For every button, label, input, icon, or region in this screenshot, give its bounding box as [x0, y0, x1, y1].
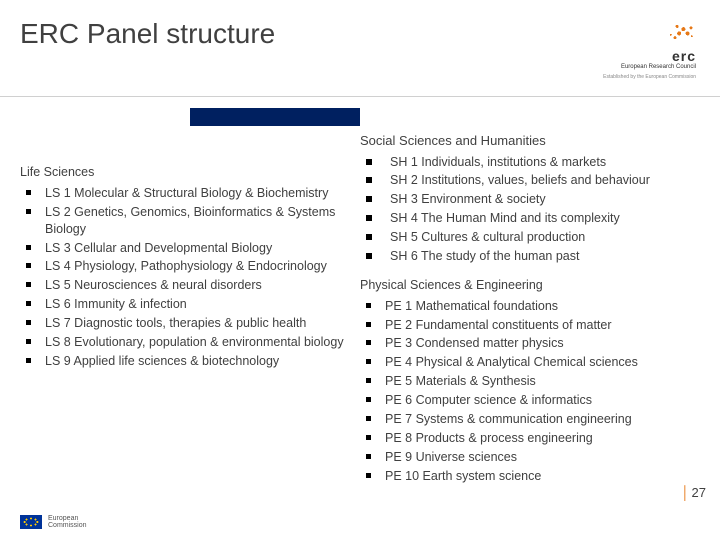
list-item: PE 9 Universe sciences — [366, 449, 710, 466]
bullet-icon — [26, 320, 31, 325]
slide-title: ERC Panel structure — [20, 18, 275, 50]
item-text: LS 6 Immunity & infection — [45, 296, 354, 313]
bullet-icon — [26, 358, 31, 363]
list-item: LS 5 Neurosciences & neural disorders — [26, 277, 354, 294]
bullet-icon — [366, 303, 371, 308]
list-item: SH 6 The study of the human past — [366, 248, 710, 265]
bullet-icon — [366, 196, 372, 202]
eu-flag-icon — [20, 515, 42, 529]
bullet-icon — [26, 263, 31, 268]
item-text: SH 5 Cultures & cultural production — [390, 229, 710, 246]
item-text: PE 1 Mathematical foundations — [385, 298, 710, 315]
item-text: PE 6 Computer science & informatics — [385, 392, 710, 409]
ec-line2: Commission — [48, 522, 87, 530]
item-text: LS 1 Molecular & Structural Biology & Bi… — [45, 185, 354, 202]
bullet-icon — [366, 322, 371, 327]
bullet-icon — [366, 177, 372, 183]
list-item: SH 2 Institutions, values, beliefs and b… — [366, 172, 710, 189]
ec-line1: European — [48, 515, 87, 523]
header-rule — [0, 96, 720, 97]
life-sciences-list: LS 1 Molecular & Structural Biology & Bi… — [20, 185, 354, 370]
bullet-icon — [26, 282, 31, 287]
bullet-icon — [366, 159, 372, 165]
ssh-heading: Social Sciences and Humanities — [360, 132, 710, 150]
list-item: PE 8 Products & process engineering — [366, 430, 710, 447]
list-item: PE 3 Condensed matter physics — [366, 335, 710, 352]
page-number: │27 — [681, 485, 706, 500]
bullet-icon — [26, 301, 31, 306]
erc-logo-icon — [654, 18, 696, 46]
erc-logo-established: Established by the European Commission — [603, 74, 696, 80]
bullet-icon — [366, 253, 372, 259]
item-text: LS 9 Applied life sciences & biotechnolo… — [45, 353, 354, 370]
bullet-icon — [26, 245, 31, 250]
page-number-value: 27 — [692, 485, 706, 500]
list-item: PE 4 Physical & Analytical Chemical scie… — [366, 354, 710, 371]
item-text: SH 6 The study of the human past — [390, 248, 710, 265]
item-text: LS 7 Diagnostic tools, therapies & publi… — [45, 315, 354, 332]
list-item: LS 3 Cellular and Developmental Biology — [26, 240, 354, 257]
item-text: SH 4 The Human Mind and its complexity — [390, 210, 710, 227]
list-item: PE 10 Earth system science — [366, 468, 710, 485]
item-text: SH 2 Institutions, values, beliefs and b… — [390, 172, 710, 189]
bullet-icon — [366, 397, 371, 402]
pe-heading: Physical Sciences & Engineering — [360, 277, 710, 294]
bullet-icon — [366, 234, 372, 240]
list-item: LS 7 Diagnostic tools, therapies & publi… — [26, 315, 354, 332]
erc-logo: erc European Research Council Establishe… — [603, 18, 696, 80]
list-item: PE 2 Fundamental constituents of matter — [366, 317, 710, 334]
item-text: LS 5 Neurosciences & neural disorders — [45, 277, 354, 294]
list-item: SH 3 Environment & society — [366, 191, 710, 208]
bullet-icon — [366, 454, 371, 459]
life-sciences-heading: Life Sciences — [20, 164, 354, 181]
bullet-icon — [26, 209, 31, 214]
bullet-icon — [26, 339, 31, 344]
list-item: SH 4 The Human Mind and its complexity — [366, 210, 710, 227]
bullet-icon — [366, 378, 371, 383]
list-item: LS 8 Evolutionary, population & environm… — [26, 334, 354, 351]
list-item: PE 1 Mathematical foundations — [366, 298, 710, 315]
ec-label: European Commission — [48, 515, 87, 530]
erc-logo-subtitle: European Research Council — [603, 64, 696, 70]
content-columns: Life Sciences LS 1 Molecular & Structura… — [0, 132, 720, 486]
ssh-list: SH 1 Individuals, institutions & markets… — [360, 154, 710, 265]
left-column: Life Sciences LS 1 Molecular & Structura… — [20, 132, 360, 486]
item-text: PE 5 Materials & Synthesis — [385, 373, 710, 390]
list-item: PE 7 Systems & communication engineering — [366, 411, 710, 428]
item-text: SH 3 Environment & society — [390, 191, 710, 208]
list-item: LS 9 Applied life sciences & biotechnolo… — [26, 353, 354, 370]
bullet-icon — [26, 190, 31, 195]
bullet-icon — [366, 359, 371, 364]
list-item: PE 6 Computer science & informatics — [366, 392, 710, 409]
list-item: SH 5 Cultures & cultural production — [366, 229, 710, 246]
list-item: LS 6 Immunity & infection — [26, 296, 354, 313]
item-text: PE 4 Physical & Analytical Chemical scie… — [385, 354, 710, 371]
erc-logo-acronym: erc — [603, 48, 696, 64]
bullet-icon — [366, 435, 371, 440]
item-text: LS 2 Genetics, Genomics, Bioinformatics … — [45, 204, 354, 238]
bullet-icon — [366, 416, 371, 421]
list-item: LS 2 Genetics, Genomics, Bioinformatics … — [26, 204, 354, 238]
accent-bar — [0, 108, 720, 126]
list-item: SH 1 Individuals, institutions & markets — [366, 154, 710, 171]
item-text: LS 8 Evolutionary, population & environm… — [45, 334, 354, 351]
bullet-icon — [366, 215, 372, 221]
item-text: PE 7 Systems & communication engineering — [385, 411, 710, 428]
item-text: PE 2 Fundamental constituents of matter — [385, 317, 710, 334]
item-text: PE 9 Universe sciences — [385, 449, 710, 466]
bullet-icon — [366, 340, 371, 345]
list-item: LS 1 Molecular & Structural Biology & Bi… — [26, 185, 354, 202]
footer-ec-logo: European Commission — [20, 515, 87, 530]
bullet-icon — [366, 473, 371, 478]
pe-list: PE 1 Mathematical foundations PE 2 Fundam… — [360, 298, 710, 485]
item-text: LS 3 Cellular and Developmental Biology — [45, 240, 354, 257]
item-text: PE 3 Condensed matter physics — [385, 335, 710, 352]
right-column: Social Sciences and Humanities SH 1 Indi… — [360, 132, 710, 486]
item-text: PE 8 Products & process engineering — [385, 430, 710, 447]
item-text: SH 1 Individuals, institutions & markets — [390, 154, 710, 171]
list-item: PE 5 Materials & Synthesis — [366, 373, 710, 390]
item-text: LS 4 Physiology, Pathophysiology & Endoc… — [45, 258, 354, 275]
list-item: LS 4 Physiology, Pathophysiology & Endoc… — [26, 258, 354, 275]
item-text: PE 10 Earth system science — [385, 468, 710, 485]
